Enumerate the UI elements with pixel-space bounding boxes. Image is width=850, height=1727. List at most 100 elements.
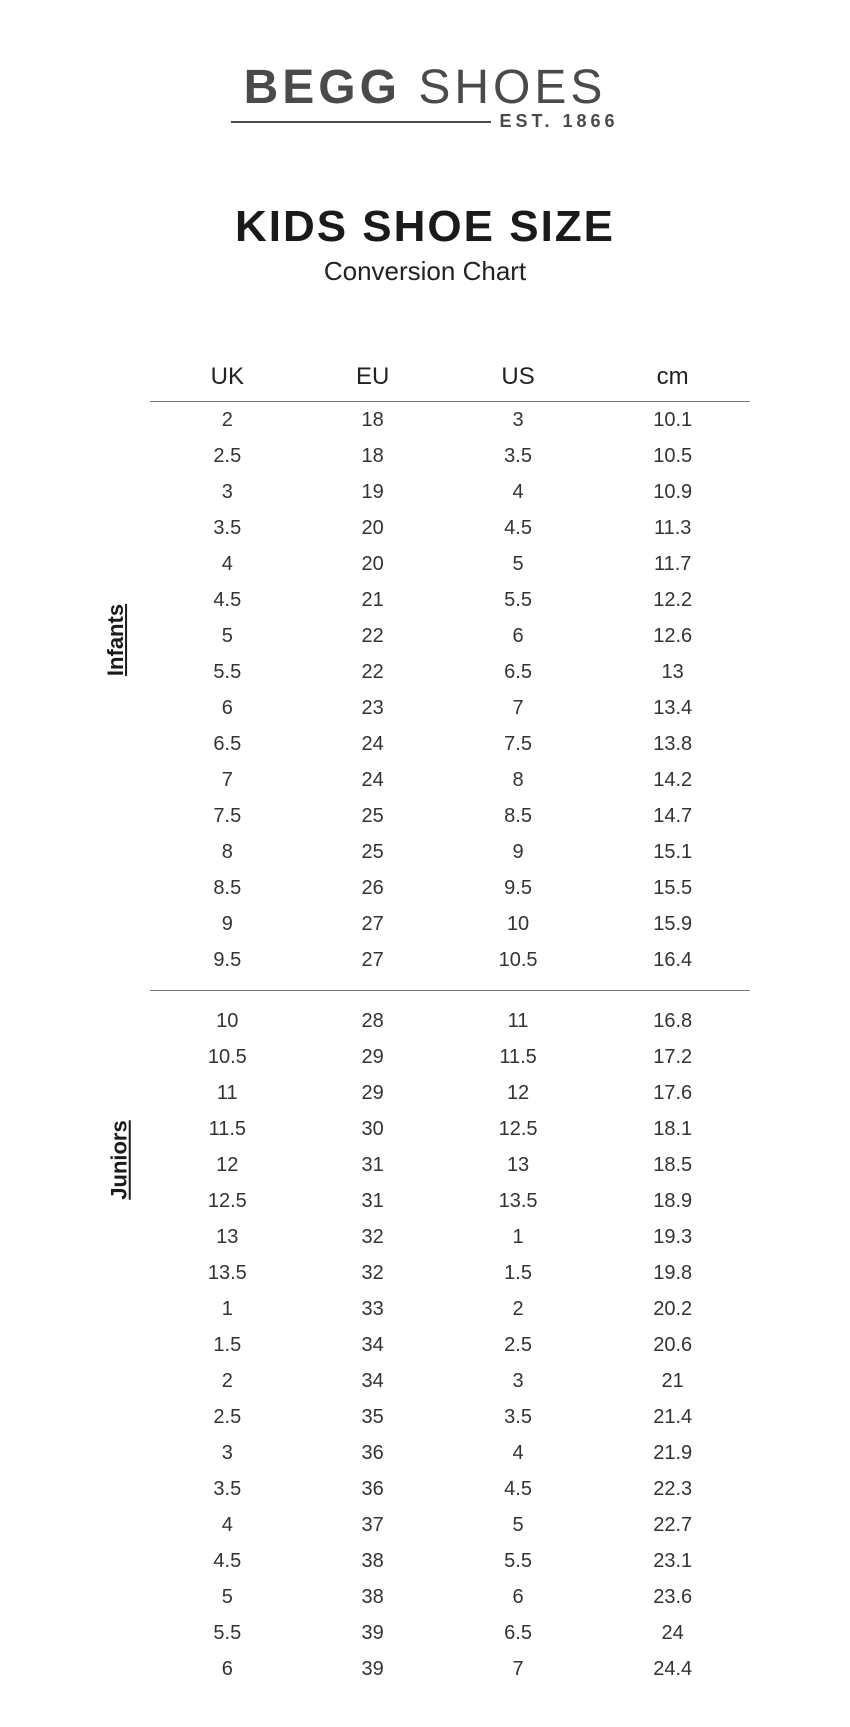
table-cell: 11.5 (150, 1111, 305, 1147)
size-table-wrap: UKEUUScm 218310.12.5183.510.5319410.93.5… (150, 357, 750, 1687)
table-cell: 4 (150, 1507, 305, 1543)
table-cell: 24 (305, 762, 441, 798)
table-cell: 14.7 (595, 798, 750, 834)
table-cell: 10.1 (595, 402, 750, 439)
column-header: EU (305, 357, 441, 402)
table-cell: 4.5 (150, 1543, 305, 1579)
table-row: 3.5364.522.3 (150, 1471, 750, 1507)
table-cell: 19 (305, 474, 441, 510)
table-cell: 11.5 (441, 1039, 596, 1075)
table-cell: 19.3 (595, 1219, 750, 1255)
table-cell: 12.5 (441, 1111, 596, 1147)
table-cell: 25 (305, 798, 441, 834)
table-cell: 31 (305, 1147, 441, 1183)
table-cell: 12 (441, 1075, 596, 1111)
table-cell: 5 (150, 618, 305, 654)
table-cell: 6.5 (441, 1615, 596, 1651)
table-cell: 7 (441, 1651, 596, 1687)
table-cell: 6 (150, 690, 305, 726)
table-cell: 9 (150, 906, 305, 942)
table-cell: 18.9 (595, 1183, 750, 1219)
table-cell: 12.6 (595, 618, 750, 654)
table-cell: 11 (150, 1075, 305, 1111)
table-cell: 20.2 (595, 1291, 750, 1327)
table-cell: 13.4 (595, 690, 750, 726)
table-cell: 18 (305, 402, 441, 439)
table-cell: 35 (305, 1399, 441, 1435)
table-cell: 6 (150, 1651, 305, 1687)
table-cell: 17.6 (595, 1075, 750, 1111)
table-cell: 3 (441, 1363, 596, 1399)
table-cell: 39 (305, 1615, 441, 1651)
section-label: Infants (103, 604, 129, 676)
table-cell: 18.1 (595, 1111, 750, 1147)
column-header: UK (150, 357, 305, 402)
table-body: 218310.12.5183.510.5319410.93.5204.511.3… (150, 402, 750, 1688)
table-cell: 38 (305, 1543, 441, 1579)
table-cell: 6.5 (441, 654, 596, 690)
table-row: 623713.4 (150, 690, 750, 726)
table-cell: 38 (305, 1579, 441, 1615)
table-cell: 14.2 (595, 762, 750, 798)
table-cell: 5 (441, 1507, 596, 1543)
page-subtitle: Conversion Chart (100, 256, 750, 287)
table-row: 218310.1 (150, 402, 750, 439)
table-cell: 10.5 (150, 1039, 305, 1075)
table-cell: 21.9 (595, 1435, 750, 1471)
table-cell: 10 (441, 906, 596, 942)
column-header: cm (595, 357, 750, 402)
table-cell: 32 (305, 1255, 441, 1291)
table-row: 9271015.9 (150, 906, 750, 942)
table-cell: 23.1 (595, 1543, 750, 1579)
table-cell: 15.1 (595, 834, 750, 870)
table-cell: 10.5 (441, 942, 596, 991)
table-cell: 5 (150, 1579, 305, 1615)
table-cell: 10.5 (595, 438, 750, 474)
table-row: 2.5183.510.5 (150, 438, 750, 474)
table-row: 11291217.6 (150, 1075, 750, 1111)
table-cell: 3 (150, 1435, 305, 1471)
table-cell: 21 (595, 1363, 750, 1399)
table-cell: 5.5 (441, 582, 596, 618)
table-cell: 12.5 (150, 1183, 305, 1219)
table-cell: 13.5 (150, 1255, 305, 1291)
table-row: 234321 (150, 1363, 750, 1399)
table-cell: 36 (305, 1435, 441, 1471)
table-cell: 23.6 (595, 1579, 750, 1615)
table-cell: 21 (305, 582, 441, 618)
table-cell: 34 (305, 1363, 441, 1399)
table-row: 133220.2 (150, 1291, 750, 1327)
table-cell: 5.5 (150, 1615, 305, 1651)
table-cell: 5.5 (150, 654, 305, 690)
table-cell: 8 (441, 762, 596, 798)
table-cell: 2.5 (441, 1327, 596, 1363)
table-cell: 6.5 (150, 726, 305, 762)
table-cell: 4.5 (150, 582, 305, 618)
table-cell: 26 (305, 870, 441, 906)
table-row: 538623.6 (150, 1579, 750, 1615)
table-row: 1.5342.520.6 (150, 1327, 750, 1363)
table-cell: 4 (441, 1435, 596, 1471)
table-cell: 20 (305, 546, 441, 582)
table-cell: 3.5 (441, 1399, 596, 1435)
column-header: US (441, 357, 596, 402)
table-row: 6.5247.513.8 (150, 726, 750, 762)
table-cell: 29 (305, 1075, 441, 1111)
table-cell: 2.5 (150, 438, 305, 474)
table-row: 336421.9 (150, 1435, 750, 1471)
table-row: 437522.7 (150, 1507, 750, 1543)
table-cell: 13.5 (441, 1183, 596, 1219)
table-cell: 30 (305, 1111, 441, 1147)
table-cell: 9.5 (441, 870, 596, 906)
table-cell: 11.7 (595, 546, 750, 582)
table-cell: 24 (595, 1615, 750, 1651)
section-label: Juniors (107, 1120, 133, 1199)
table-cell: 7.5 (150, 798, 305, 834)
table-cell: 10.9 (595, 474, 750, 510)
table-cell: 13 (150, 1219, 305, 1255)
table-cell: 21.4 (595, 1399, 750, 1435)
table-cell: 36 (305, 1471, 441, 1507)
table-row: 11.53012.518.1 (150, 1111, 750, 1147)
table-cell: 8.5 (150, 870, 305, 906)
page-title: KIDS SHOE SIZE (100, 202, 750, 252)
